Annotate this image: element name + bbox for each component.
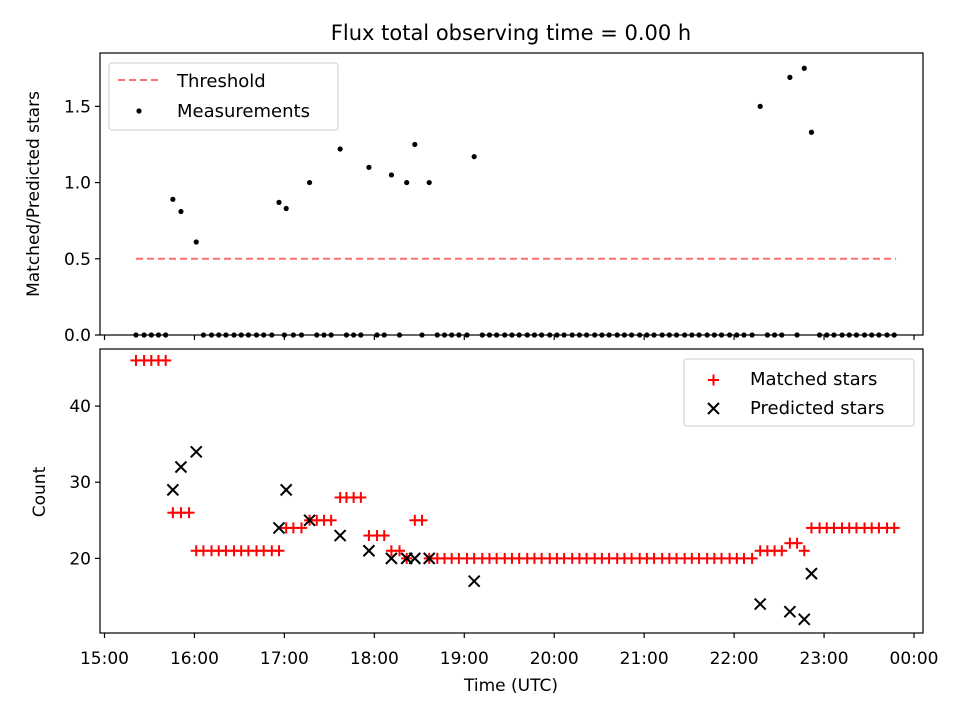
matched-star-point xyxy=(325,514,337,526)
top-legend: Threshold Measurements xyxy=(108,62,339,131)
x-tick-label: 17:00 xyxy=(260,649,309,669)
matched-star-point xyxy=(183,507,195,519)
legend-matched-symbol xyxy=(708,374,719,386)
measurement-point xyxy=(283,205,289,212)
matched-star-point xyxy=(378,530,390,542)
measurement-point xyxy=(388,172,395,178)
bottom-y-axis: 20 30 40 xyxy=(69,397,100,569)
measurement-point xyxy=(757,103,763,109)
matched-star-point xyxy=(776,545,788,557)
top-y-tick-label: 1.5 xyxy=(64,97,91,117)
top-legend-box xyxy=(108,62,339,131)
measurement-point xyxy=(276,199,282,205)
predicted-star-point xyxy=(467,575,481,588)
x-tick-label: 22:00 xyxy=(710,649,759,669)
matched-star-point xyxy=(273,545,285,557)
predicted-star-point xyxy=(798,613,811,626)
matched-star-point xyxy=(355,491,367,503)
measurement-point xyxy=(801,65,807,71)
predicted-star-point xyxy=(279,483,293,497)
predicted-star-point xyxy=(783,605,797,618)
predicted-star-point xyxy=(333,529,347,542)
bottom-y-tick-label: 20 xyxy=(69,549,91,569)
measurement-point xyxy=(787,74,793,80)
matched-star-point xyxy=(798,545,810,557)
matched-star-point xyxy=(746,552,758,564)
x-tick-label: 21:00 xyxy=(620,649,669,669)
measurement-point xyxy=(193,239,199,245)
predicted-star-point xyxy=(190,445,203,458)
matched-star-point xyxy=(160,354,172,366)
predicted-star-point xyxy=(303,514,316,527)
matched-star-point xyxy=(791,537,803,549)
measurement-point xyxy=(306,179,313,186)
predicted-star-point xyxy=(805,567,818,580)
predicted-star-point xyxy=(385,552,398,565)
bottom-y-axis-label: Count xyxy=(30,466,50,517)
bottom-x-axis: 15:00 16:00 17:00 18:00 19:00 20:00 21:00 22:00… xyxy=(80,633,939,669)
matched-star-point xyxy=(394,545,406,557)
matched-star-point xyxy=(416,514,428,526)
measurement-point xyxy=(170,196,176,202)
predicted-star-point xyxy=(753,597,767,611)
bottom-legend-box xyxy=(683,358,915,427)
legend-threshold-label: Threshold xyxy=(176,71,266,92)
legend-matched-label: Matched stars xyxy=(750,369,877,390)
bottom-y-tick-label: 40 xyxy=(69,397,91,417)
predicted-star-point xyxy=(422,552,436,565)
bottom-y-tick-label: 30 xyxy=(69,473,91,493)
top-y-tick-label: 1.0 xyxy=(64,174,91,194)
x-tick-label: 00:00 xyxy=(890,649,939,669)
bottom-legend: Matched stars Predicted stars xyxy=(683,358,915,427)
top-y-axis: 0.0 0.5 1.0 1.5 xyxy=(64,97,100,346)
x-tick-label: 19:00 xyxy=(440,649,489,669)
predicted-star-point xyxy=(166,483,180,497)
top-y-axis-label: Matched/Predicted stars xyxy=(24,91,44,297)
legend-measurements-symbol xyxy=(136,108,142,114)
top-y-tick-label: 0.5 xyxy=(64,250,91,270)
top-axes-frame xyxy=(99,52,924,336)
legend-predicted-label: Predicted stars xyxy=(750,398,884,419)
predicted-star-point xyxy=(408,552,422,565)
bottom-plot-area xyxy=(130,354,900,626)
measurement-point xyxy=(471,154,477,160)
bottom-axes-frame xyxy=(99,348,924,634)
measurement-point xyxy=(366,164,372,170)
x-tick-label: 20:00 xyxy=(530,649,579,669)
top-x-ticks xyxy=(103,335,915,340)
x-axis-label: Time (UTC) xyxy=(463,676,558,696)
measurement-point xyxy=(808,129,815,135)
x-tick-label: 16:00 xyxy=(170,649,219,669)
predicted-star-point xyxy=(272,521,286,535)
predicted-star-point xyxy=(174,460,188,474)
legend-predicted-symbol xyxy=(707,402,720,415)
matched-star-point xyxy=(888,522,900,534)
x-tick-label: 18:00 xyxy=(350,649,399,669)
x-tick-label: 15:00 xyxy=(80,649,129,669)
measurement-point xyxy=(404,179,410,186)
measurement-point xyxy=(426,179,432,186)
measurement-point xyxy=(178,208,184,215)
predicted-star-point xyxy=(362,544,376,557)
legend-measurements-label: Measurements xyxy=(177,101,310,122)
x-tick-label: 23:00 xyxy=(800,649,849,669)
measurement-point xyxy=(337,146,343,152)
matched-star-point xyxy=(295,522,307,534)
chart-title: Flux total observing time = 0.00 h xyxy=(331,21,691,45)
measurement-point xyxy=(412,141,418,148)
top-y-tick-label: 0.0 xyxy=(64,326,91,346)
